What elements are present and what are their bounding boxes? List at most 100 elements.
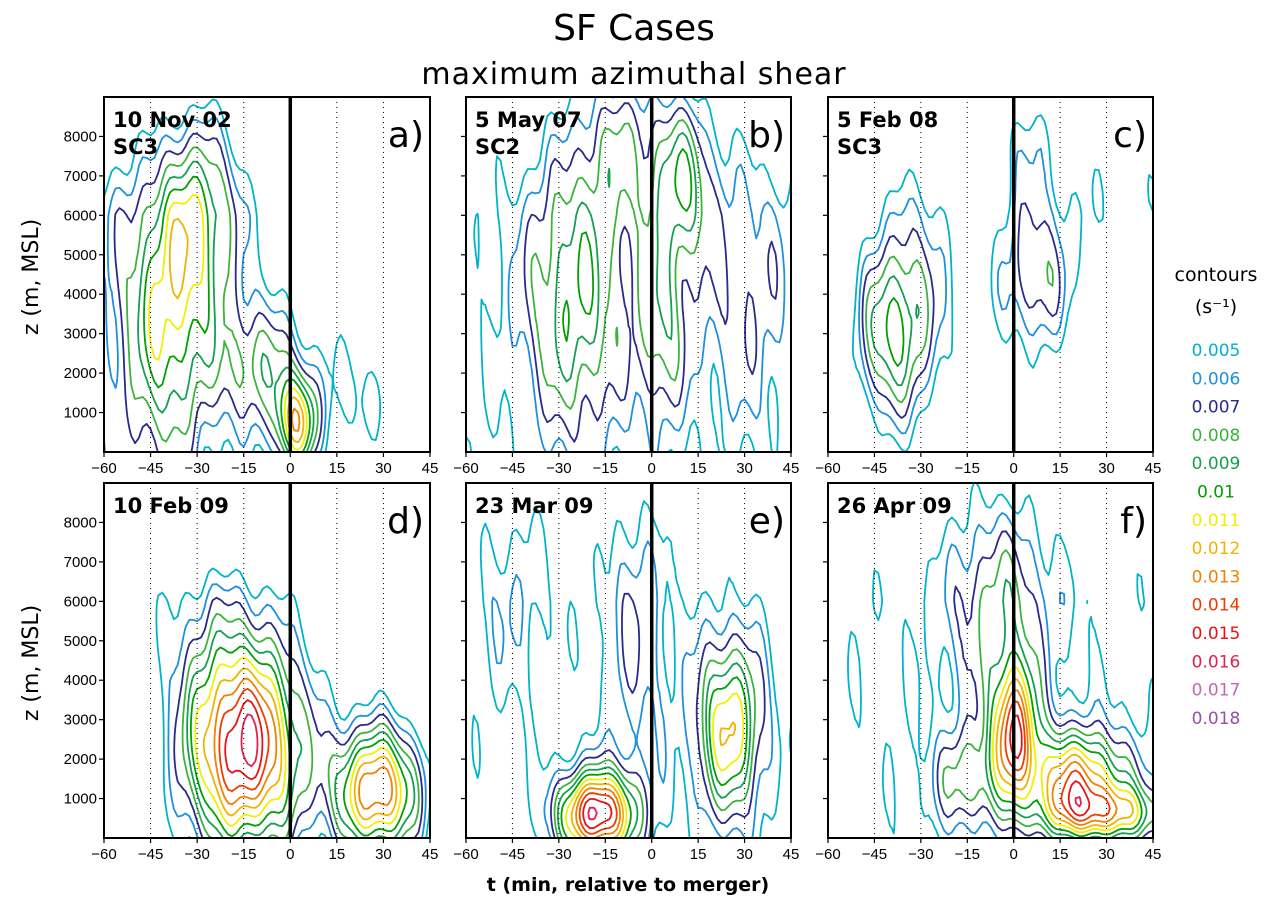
- contours: [155, 567, 430, 838]
- y-tick-label: 7000: [64, 168, 97, 185]
- y-tick-label: 5000: [64, 633, 97, 650]
- panel-letter: a): [388, 115, 424, 156]
- legend-unit: (s⁻¹): [1195, 296, 1237, 318]
- panel-c: −60 −45 −30 −15 0 15 30 45 5 Feb 08 SC3 c): [815, 96, 1162, 477]
- contour-level: [181, 613, 420, 838]
- contour-level: [865, 255, 1054, 404]
- y-axis-label-top: z (m, MSL): [19, 219, 44, 335]
- legend-level: 0.01: [1197, 483, 1235, 503]
- legend-level: 0.007: [1192, 398, 1241, 418]
- contour-level: [562, 148, 693, 342]
- contour-level: [507, 97, 786, 452]
- contour-level: [560, 676, 748, 838]
- contour-level: [1004, 700, 1111, 822]
- legend-level: 0.013: [1192, 567, 1241, 587]
- case-date-label: 5 Feb 08: [837, 108, 938, 132]
- contour-level: [992, 665, 1139, 834]
- y-tick-label: 4000: [64, 286, 97, 303]
- contour-level: [553, 648, 756, 838]
- contour-level: [213, 677, 393, 810]
- panel-frame: [827, 96, 1154, 453]
- contour-level: [491, 540, 774, 838]
- contour-level: [575, 787, 621, 838]
- chart-title: SF Cases: [553, 8, 715, 49]
- contours: [471, 500, 791, 838]
- contour-level: [104, 98, 381, 452]
- y-axis-label-bottom: z (m, MSL): [19, 605, 44, 721]
- contour-level: [852, 114, 1153, 452]
- contour-level: [194, 656, 402, 829]
- contour-level: [1009, 714, 1091, 817]
- x-tick-label: −30: [908, 460, 933, 477]
- x-tick-label: 0: [1010, 846, 1018, 863]
- contour-level: [240, 713, 259, 768]
- contour-level: [104, 116, 327, 452]
- x-tick-label: −45: [138, 846, 163, 863]
- case-type-label: SC3: [837, 135, 882, 159]
- x-tick-label: 15: [1052, 846, 1069, 863]
- contour-level: [148, 193, 308, 451]
- legend-level: 0.005: [1192, 341, 1241, 361]
- y-tick-label: 2000: [64, 365, 97, 382]
- contour-level: [870, 275, 920, 387]
- y-tick-label: 3000: [64, 326, 97, 343]
- contour-level: [565, 692, 745, 838]
- x-tick-label: −60: [91, 460, 116, 477]
- contour-level: [582, 798, 613, 830]
- contour-level: [218, 687, 270, 793]
- x-tick-label: 15: [329, 460, 346, 477]
- contour-level: [936, 530, 1153, 838]
- x-tick-label: 45: [1145, 460, 1162, 477]
- case-date-label: 5 May 07: [475, 108, 582, 132]
- y-tick-label: 2000: [64, 751, 97, 768]
- x-tick-label: 15: [690, 846, 707, 863]
- contour-level: [554, 131, 697, 383]
- y-tick-label: 5000: [64, 247, 97, 264]
- y-tick-label: 8000: [64, 128, 97, 145]
- contour-level: [587, 806, 598, 821]
- x-tick-label: 15: [1052, 460, 1069, 477]
- x-tick-label: 30: [736, 460, 753, 477]
- x-tick-label: −60: [453, 460, 478, 477]
- x-tick-label: 30: [375, 846, 392, 863]
- y-tick-label: 3000: [64, 712, 97, 729]
- x-tick-label: 45: [422, 460, 439, 477]
- contour-level: [155, 567, 430, 838]
- panel-letter: f): [1120, 501, 1147, 542]
- panel-letter: c): [1113, 115, 1147, 156]
- panel-e: −60 −45 −30 −15 0 15 30 45 23 Mar 09 e): [453, 482, 799, 863]
- y-tick-label: 8000: [64, 514, 97, 531]
- x-tick-label: 45: [783, 460, 800, 477]
- contours: [847, 483, 1153, 838]
- contour-level: [556, 662, 752, 838]
- contour-level: [291, 407, 301, 432]
- panels: −60 −45 −30 −15 0 15 30 45100020003000400050006…: [64, 96, 1162, 863]
- panel-a: −60 −45 −30 −15 0 15 30 45 1000 2000 3000 4000 5000 6…: [64, 96, 439, 477]
- x-tick-label: 0: [286, 460, 294, 477]
- x-tick-label: 0: [648, 460, 656, 477]
- x-tick-label: 30: [1098, 846, 1115, 863]
- contour-level: [931, 512, 1153, 838]
- contour-level: [173, 596, 424, 838]
- panel-frame: [465, 482, 792, 839]
- case-date-label: 10 Nov 02: [113, 108, 232, 132]
- x-tick-label: 0: [648, 846, 656, 863]
- contour-level: [942, 549, 1153, 838]
- y-tick-label: 1000: [64, 791, 97, 808]
- x-tick-label: −60: [815, 846, 840, 863]
- panel-f: −60 −45 −30 −15 0 15 30 45 26 Apr 09 f): [815, 482, 1161, 863]
- contour-level: [570, 721, 737, 838]
- x-tick-label: 30: [736, 846, 753, 863]
- panel-b: −60 −45 −30 −15 0 15 30 45 5 May 07 SC2 b): [453, 96, 800, 477]
- x-tick-label: −30: [184, 460, 209, 477]
- legend-level: 0.017: [1192, 681, 1241, 701]
- contour-level: [861, 202, 1061, 419]
- contour-level: [466, 97, 791, 452]
- y-tick-label: 1000: [64, 405, 97, 422]
- case-date-label: 26 Apr 09: [837, 494, 952, 518]
- legend-level: 0.015: [1192, 624, 1241, 644]
- panel-letter: b): [748, 115, 785, 156]
- y-tick-label: 7000: [64, 554, 97, 571]
- contour-level: [186, 630, 416, 838]
- panel-frame: [465, 96, 792, 453]
